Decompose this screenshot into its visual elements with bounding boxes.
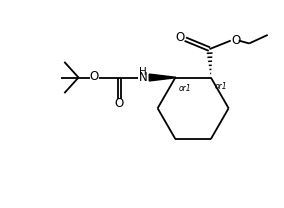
Text: O: O (231, 34, 240, 47)
Text: O: O (176, 31, 185, 44)
Text: H: H (139, 67, 147, 77)
Text: O: O (89, 70, 99, 83)
Text: O: O (115, 97, 124, 110)
Polygon shape (149, 74, 176, 81)
Text: or1: or1 (179, 84, 191, 93)
Text: N: N (139, 71, 147, 84)
Text: or1: or1 (214, 82, 227, 91)
